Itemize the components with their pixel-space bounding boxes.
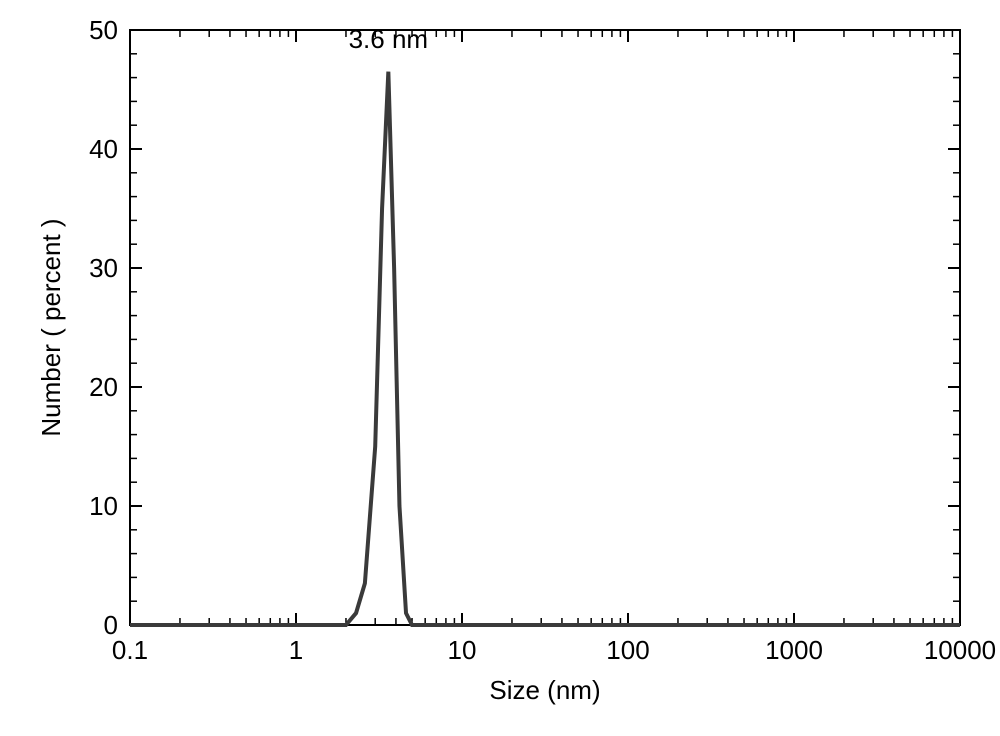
- peak-annotation: 3.6 nm: [349, 24, 429, 54]
- x-axis-label: Size (nm): [489, 675, 600, 705]
- y-axis-label: Number ( percent ): [36, 218, 66, 436]
- y-tick-label: 50: [89, 15, 118, 45]
- x-tick-label: 10: [448, 635, 477, 665]
- x-tick-label: 1000: [765, 635, 823, 665]
- y-tick-label: 20: [89, 372, 118, 402]
- y-tick-label: 10: [89, 491, 118, 521]
- y-tick-label: 0: [104, 610, 118, 640]
- y-tick-label: 40: [89, 134, 118, 164]
- chart-svg: 0.1110100100010000Size (nm)01020304050Nu…: [0, 0, 1000, 736]
- x-tick-label: 10000: [924, 635, 996, 665]
- y-tick-label: 30: [89, 253, 118, 283]
- x-tick-label: 1: [289, 635, 303, 665]
- x-tick-label: 100: [606, 635, 649, 665]
- size-distribution-chart: 0.1110100100010000Size (nm)01020304050Nu…: [0, 0, 1000, 736]
